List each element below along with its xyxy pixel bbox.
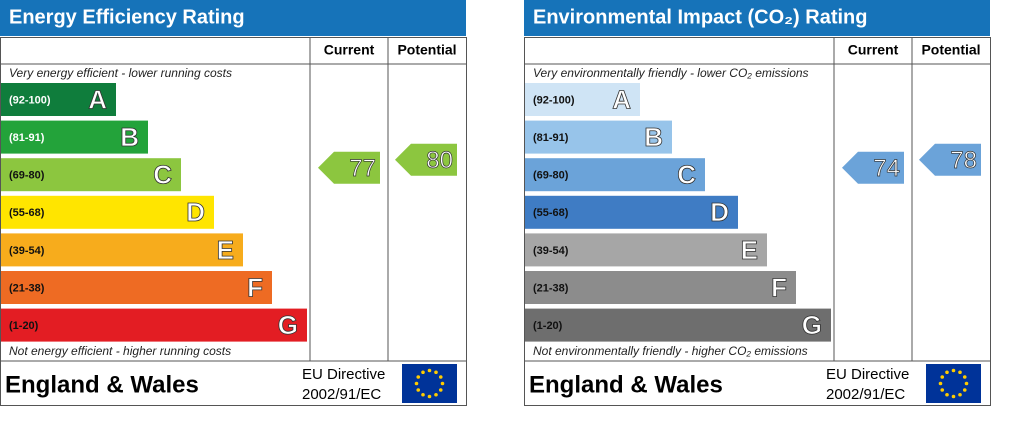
flag-star — [962, 388, 967, 392]
band-range: (55-68) — [9, 207, 45, 219]
band-letter: D — [186, 197, 205, 227]
rating-value: 77 — [349, 155, 376, 182]
flag-star — [416, 388, 421, 392]
band-letter: B — [644, 122, 663, 152]
rating-arrow — [919, 143, 981, 176]
band-letter: D — [710, 197, 729, 227]
band-bar — [1, 271, 272, 304]
bottom-note: Not energy efficient - higher running co… — [9, 344, 231, 358]
flag-star — [951, 368, 956, 373]
top-note: Very energy efficient - lower running co… — [9, 66, 232, 80]
flag-star — [938, 381, 943, 386]
band-range: (69-80) — [9, 170, 45, 182]
band-bar — [1, 308, 307, 342]
flag-star — [962, 375, 967, 379]
footer-region: England & Wales — [5, 371, 199, 398]
frame — [0, 37, 467, 406]
footer-code: 2002/91/EC — [826, 386, 905, 403]
band-letter: A — [612, 84, 631, 114]
footer-region: England & Wales — [529, 371, 723, 398]
band-bar — [525, 120, 672, 154]
band-range: (92-100) — [9, 94, 51, 106]
panel: Environmental Impact (CO₂) Rating Current… — [524, 0, 991, 406]
band-range: (55-68) — [533, 207, 569, 219]
flag-star — [434, 370, 438, 375]
potential-header: Potential — [921, 42, 980, 58]
flag-star — [434, 392, 438, 397]
flag-star — [958, 392, 962, 397]
band-bar — [525, 233, 767, 267]
band-bar — [525, 271, 796, 304]
rating-value: 78 — [950, 147, 977, 174]
band-range: (21-38) — [9, 282, 45, 294]
title-bar — [524, 0, 990, 36]
flag-star — [945, 370, 949, 375]
band-range: (1-20) — [9, 320, 39, 332]
flag-star — [964, 381, 969, 386]
flag-star — [945, 392, 949, 397]
panel-title: Energy Efficiency Rating — [9, 6, 245, 28]
potential-header: Potential — [397, 42, 456, 58]
frame — [524, 37, 991, 406]
rating-value: 80 — [426, 147, 453, 174]
band-range: (21-38) — [533, 282, 569, 294]
flag-star — [951, 394, 956, 399]
flag-star — [421, 392, 425, 397]
flag-star — [414, 381, 419, 386]
rating-arrow — [318, 151, 380, 184]
flag-star — [438, 388, 443, 392]
band-range: (39-54) — [9, 245, 45, 257]
rating-arrow — [842, 151, 904, 184]
flag-star — [440, 381, 445, 386]
flag-star — [438, 375, 443, 379]
band-range: (81-91) — [9, 132, 45, 144]
band-letter: E — [741, 235, 758, 265]
band-range: (69-80) — [533, 170, 569, 182]
top-note: Very environmentally friendly - lower CO… — [533, 66, 809, 80]
band-letter: F — [771, 272, 787, 302]
flag-star — [940, 388, 945, 392]
band-letter: C — [677, 160, 696, 190]
band-bar — [1, 195, 214, 229]
band-range: (92-100) — [533, 94, 575, 106]
band-letter: G — [278, 310, 298, 340]
band-bar — [525, 308, 831, 342]
bottom-note: Not environmentally friendly - higher CO… — [533, 344, 808, 358]
band-bar — [1, 233, 243, 267]
band-range: (1-20) — [533, 320, 563, 332]
band-letter: C — [153, 160, 172, 190]
band-letter: E — [217, 235, 234, 265]
band-bar — [525, 83, 640, 116]
footer-directive: EU Directive — [302, 366, 385, 383]
footer-directive: EU Directive — [826, 366, 909, 383]
band-letter: F — [247, 272, 263, 302]
footer-code: 2002/91/EC — [302, 386, 381, 403]
flag-star — [421, 370, 425, 375]
panel-title: Environmental Impact (CO₂) Rating — [533, 6, 867, 28]
current-header: Current — [324, 42, 375, 58]
current-header: Current — [848, 42, 899, 58]
flag-star — [958, 370, 962, 375]
rating-value: 74 — [873, 155, 900, 182]
flag-star — [427, 394, 432, 399]
band-bar — [1, 158, 181, 192]
title-bar — [0, 0, 466, 36]
rating-arrow — [395, 143, 457, 176]
band-range: (39-54) — [533, 245, 569, 257]
panel: Energy Efficiency Rating Current Potential… — [0, 0, 467, 406]
flag-star — [427, 368, 432, 373]
band-bar — [1, 120, 148, 154]
band-letter: G — [802, 310, 822, 340]
band-letter: A — [88, 84, 107, 114]
flag-star — [940, 375, 945, 379]
band-letter: B — [120, 122, 139, 152]
flag-star — [416, 375, 421, 379]
band-bar — [525, 158, 705, 192]
band-bar — [1, 83, 116, 116]
band-range: (81-91) — [533, 132, 569, 144]
band-bar — [525, 195, 738, 229]
